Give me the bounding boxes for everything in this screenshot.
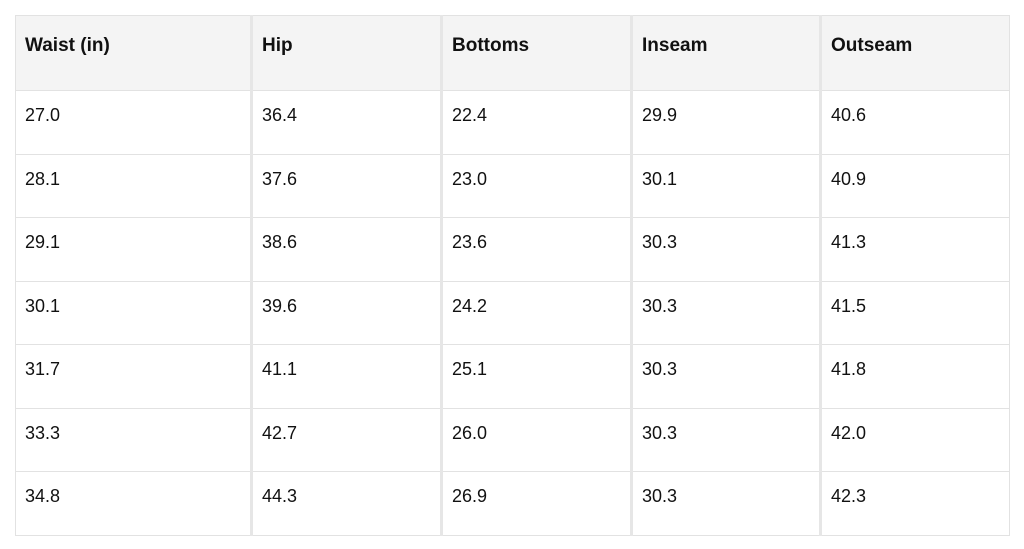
table-cell: 36.4	[251, 90, 443, 155]
table-cell: 27.0	[15, 90, 253, 155]
table-cell: 30.1	[15, 280, 253, 345]
table-cell: 39.6	[251, 280, 443, 345]
table-cell: 28.1	[15, 153, 253, 218]
header-row: Waist (in) Hip Bottoms Inseam Outseam	[15, 15, 1010, 91]
table-cell: 40.9	[820, 153, 1010, 218]
header-cell: Waist (in)	[15, 15, 253, 91]
table-row: 27.0 36.4 22.4 29.9 40.6	[15, 90, 1010, 155]
table-cell: 30.3	[631, 280, 822, 345]
header-cell: Hip	[251, 15, 443, 91]
table-cell: 24.2	[441, 280, 633, 345]
table-row: 29.1 38.6 23.6 30.3 41.3	[15, 217, 1010, 282]
table-cell: 41.5	[820, 280, 1010, 345]
table-cell: 41.3	[820, 217, 1010, 282]
table-cell: 41.8	[820, 344, 1010, 409]
table-row: 31.7 41.1 25.1 30.3 41.8	[15, 344, 1010, 409]
table-cell: 26.9	[441, 471, 633, 536]
table-cell: 29.1	[15, 217, 253, 282]
table-row: 33.3 42.7 26.0 30.3 42.0	[15, 407, 1010, 472]
table-row: 30.1 39.6 24.2 30.3 41.5	[15, 280, 1010, 345]
table-cell: 33.3	[15, 407, 253, 472]
table-row: 28.1 37.6 23.0 30.1 40.9	[15, 153, 1010, 218]
table-cell: 26.0	[441, 407, 633, 472]
table-cell: 23.6	[441, 217, 633, 282]
table-cell: 30.3	[631, 407, 822, 472]
table-cell: 25.1	[441, 344, 633, 409]
table-header: Waist (in) Hip Bottoms Inseam Outseam	[15, 15, 1010, 91]
header-cell: Inseam	[631, 15, 822, 91]
table-cell: 44.3	[251, 471, 443, 536]
table-cell: 30.1	[631, 153, 822, 218]
table-cell: 30.3	[631, 344, 822, 409]
table-cell: 23.0	[441, 153, 633, 218]
table-row: 34.8 44.3 26.9 30.3 42.3	[15, 471, 1010, 536]
table-body: 27.0 36.4 22.4 29.9 40.6 28.1 37.6 23.0 30.1 40.9…	[15, 90, 1010, 536]
header-cell: Bottoms	[441, 15, 633, 91]
table-cell: 42.7	[251, 407, 443, 472]
table-cell: 41.1	[251, 344, 443, 409]
table-cell: 40.6	[820, 90, 1010, 155]
table-cell: 31.7	[15, 344, 253, 409]
table-cell: 42.0	[820, 407, 1010, 472]
table-cell: 30.3	[631, 217, 822, 282]
table-cell: 22.4	[441, 90, 633, 155]
table-cell: 37.6	[251, 153, 443, 218]
table-cell: 42.3	[820, 471, 1010, 536]
table-cell: 29.9	[631, 90, 822, 155]
size-table: Waist (in) Hip Bottoms Inseam Outseam 27.0 36…	[15, 15, 1010, 536]
table-cell: 30.3	[631, 471, 822, 536]
table-cell: 34.8	[15, 471, 253, 536]
header-cell: Outseam	[820, 15, 1010, 91]
table-cell: 38.6	[251, 217, 443, 282]
